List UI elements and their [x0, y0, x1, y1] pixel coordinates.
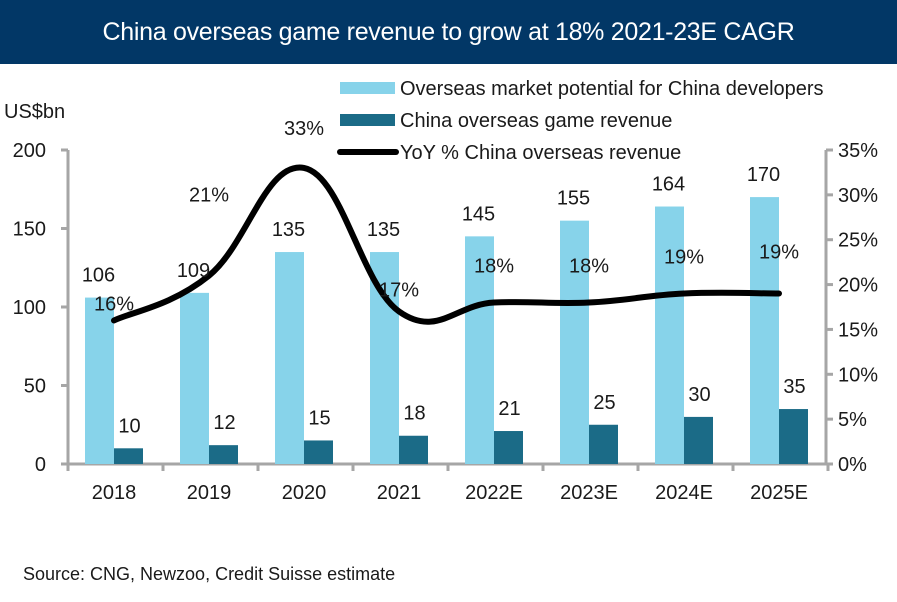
- data-label-revenue: 30: [688, 384, 710, 406]
- right-tick-label: 15%: [838, 319, 878, 341]
- bar-overseas-potential: [275, 252, 304, 464]
- x-tick-label: 2021: [377, 482, 422, 504]
- x-tick-label: 2018: [92, 482, 137, 504]
- chart-area: US$bn 0 50 100 150 200 0% 5% 10% 15% 20% 25% 30% 35% 2…: [4, 78, 878, 504]
- legend-label-yoy: YoY % China overseas revenue: [400, 142, 681, 164]
- right-tick-label: 10%: [838, 364, 878, 386]
- data-label-yoy: 33%: [284, 118, 324, 140]
- data-label-potential: 106: [82, 265, 115, 287]
- right-tick-label: 25%: [838, 230, 878, 252]
- yoy-line: [111, 164, 782, 325]
- data-label-potential: 164: [652, 174, 685, 196]
- x-tick-label: 2019: [187, 482, 232, 504]
- data-label-potential: 170: [747, 164, 780, 186]
- left-tick-label: 200: [13, 140, 46, 162]
- left-tick-label: 50: [24, 376, 46, 398]
- data-label-yoy: 18%: [474, 256, 514, 278]
- legend-swatch-potential: [340, 82, 395, 94]
- data-label-potential: 145: [462, 203, 495, 225]
- data-label-potential: 155: [557, 188, 590, 210]
- data-label-yoy: 19%: [664, 247, 704, 269]
- bar-overseas-revenue: [209, 445, 238, 464]
- source-note: Source: CNG, Newzoo, Credit Suisse estim…: [23, 564, 396, 584]
- legend-label-revenue: China overseas game revenue: [400, 110, 672, 132]
- data-label-yoy: 17%: [379, 279, 419, 301]
- data-label-yoy: 18%: [569, 256, 609, 278]
- right-tick-label: 0%: [838, 454, 867, 476]
- right-tick-label: 35%: [838, 140, 878, 162]
- data-label-yoy: 21%: [189, 185, 229, 207]
- right-tick-label: 30%: [838, 185, 878, 207]
- data-label-revenue: 18: [403, 403, 425, 425]
- bar-overseas-revenue: [304, 440, 333, 464]
- legend-label-potential: Overseas market potential for China deve…: [400, 78, 824, 100]
- bar-overseas-potential: [560, 220, 589, 464]
- data-label-potential: 109: [177, 260, 210, 282]
- data-label-potential: 135: [367, 219, 400, 241]
- bar-overseas-revenue: [114, 448, 143, 464]
- left-tick-label: 150: [13, 219, 46, 241]
- data-label-yoy: 19%: [759, 242, 799, 264]
- data-label-revenue: 10: [118, 415, 140, 437]
- bar-overseas-revenue: [779, 409, 808, 464]
- bar-overseas-potential: [370, 252, 399, 464]
- x-tick-label: 2022E: [465, 482, 523, 504]
- bar-overseas-potential: [85, 297, 114, 464]
- data-label-revenue: 15: [308, 407, 330, 429]
- x-tick-label: 2024E: [655, 482, 713, 504]
- bar-overseas-revenue: [494, 431, 523, 464]
- data-label-revenue: 21: [498, 398, 520, 420]
- x-tick-label: 2025E: [750, 482, 808, 504]
- data-label-potential: 135: [272, 219, 305, 241]
- title-bar: [0, 0, 897, 64]
- legend-swatch-revenue: [340, 114, 395, 126]
- x-tick-label: 2023E: [560, 482, 618, 504]
- right-tick-label: 20%: [838, 275, 878, 297]
- y-axis-title: US$bn: [4, 101, 65, 123]
- bar-overseas-potential: [655, 206, 684, 464]
- bar-overseas-potential: [465, 236, 494, 464]
- data-label-revenue: 25: [593, 392, 615, 414]
- left-tick-label: 0: [35, 454, 46, 476]
- x-tick-label: 2020: [282, 482, 327, 504]
- data-label-revenue: 35: [783, 376, 805, 398]
- right-tick-label: 5%: [838, 409, 867, 431]
- bar-overseas-revenue: [399, 435, 428, 464]
- data-label-yoy: 16%: [94, 293, 134, 315]
- left-tick-label: 100: [13, 297, 46, 319]
- chart-title: China overseas game revenue to grow at 1…: [102, 18, 795, 46]
- bar-overseas-revenue: [684, 416, 713, 464]
- bar-overseas-revenue: [589, 424, 618, 464]
- bar-overseas-potential: [750, 197, 779, 464]
- data-label-revenue: 12: [213, 412, 235, 434]
- bar-overseas-potential: [180, 292, 209, 464]
